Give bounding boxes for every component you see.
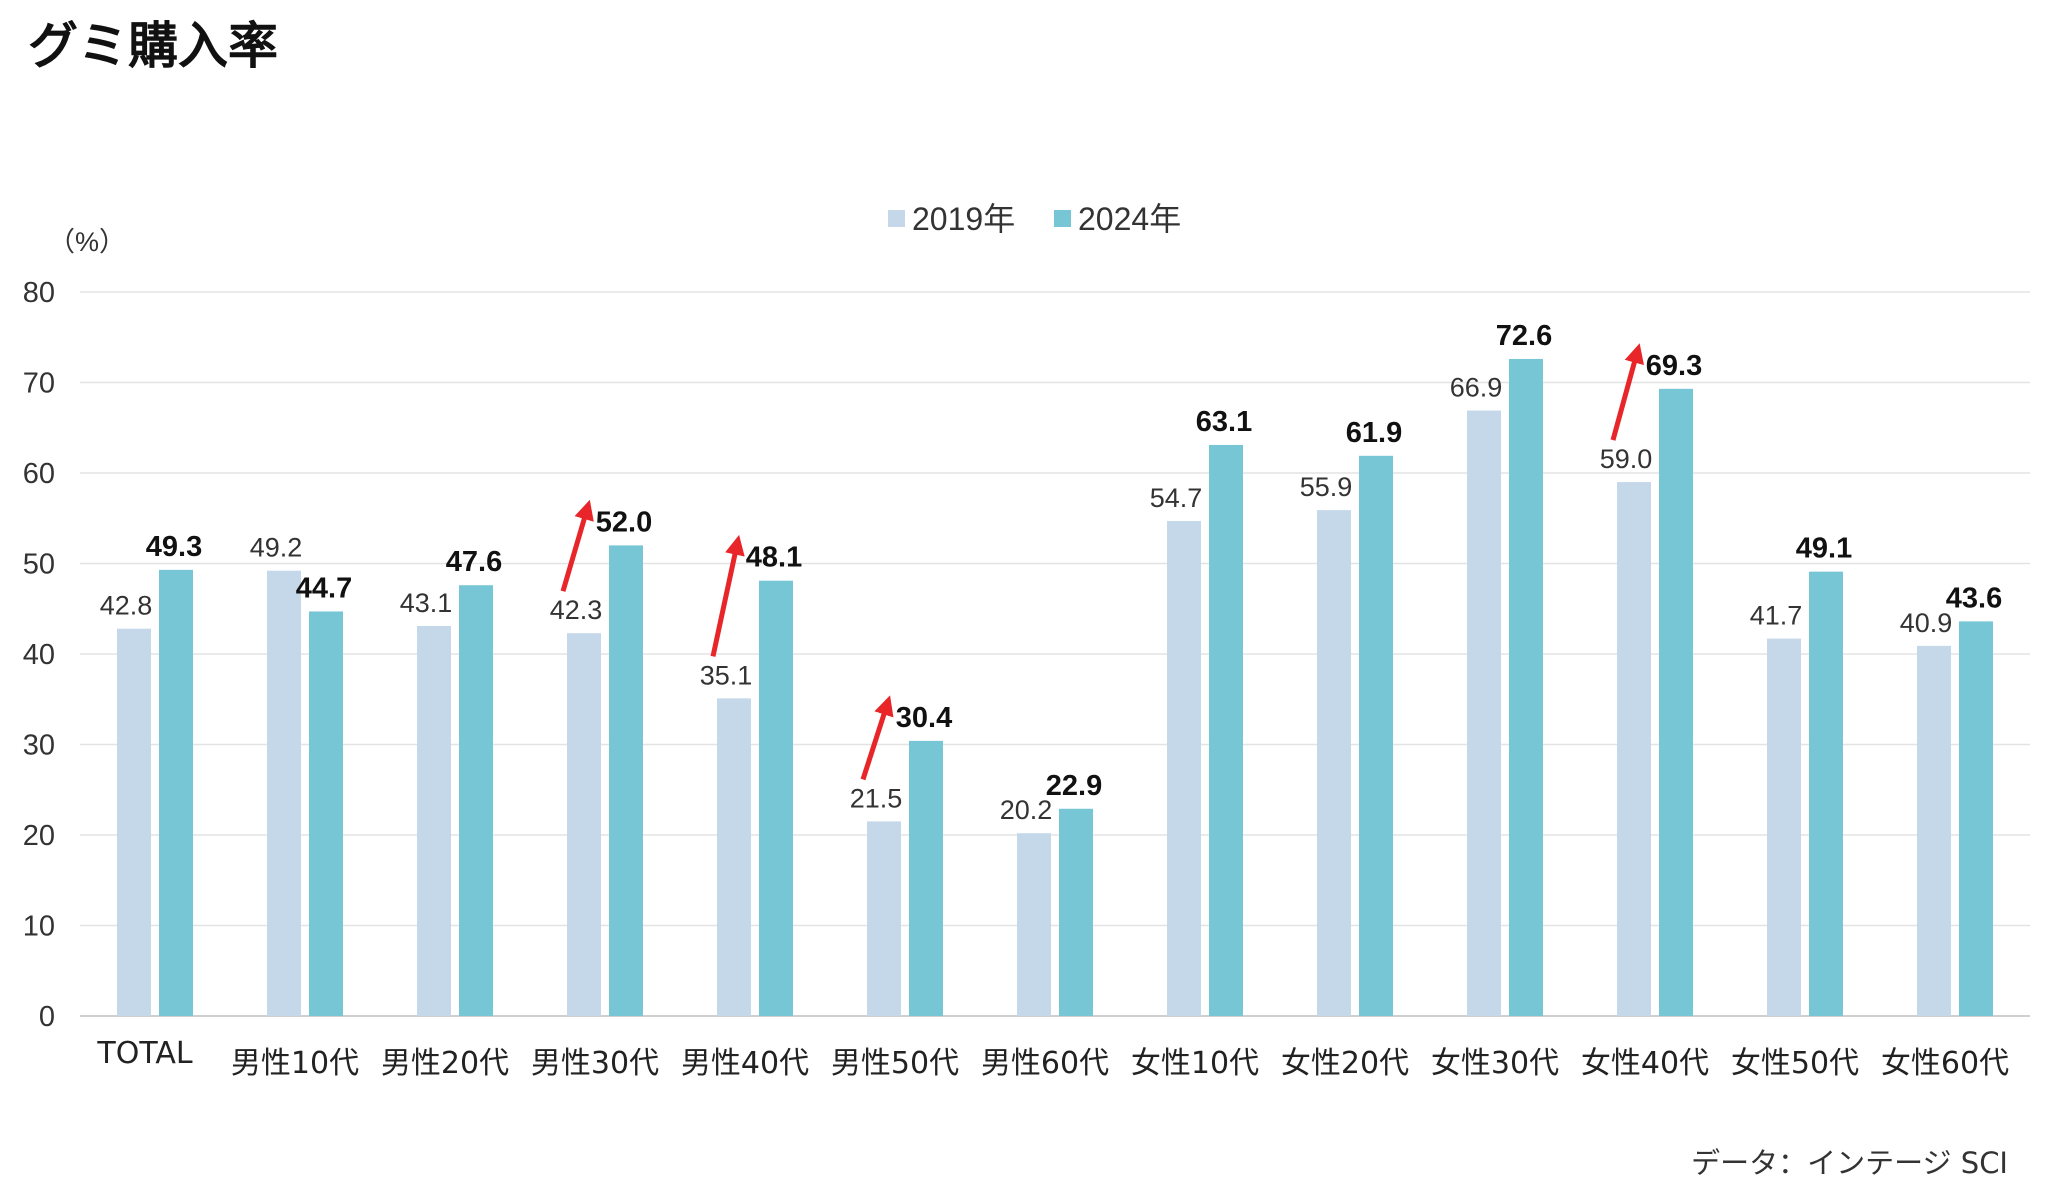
source-note: データ：インテージ SCI — [1691, 1146, 2008, 1180]
data-label: 49.1 — [1796, 533, 1852, 565]
data-label: 48.1 — [746, 542, 802, 574]
x-tick-label: 女性50代 — [1731, 1046, 1859, 1081]
x-tick-label: 男性30代 — [531, 1046, 659, 1081]
bar-2019 — [417, 625, 451, 1016]
x-tick-label: 男性10代 — [231, 1046, 359, 1081]
bar-2024 — [759, 580, 793, 1016]
data-label: 49.3 — [146, 531, 202, 563]
data-label: 43.6 — [1946, 582, 2002, 614]
highlight-arrow — [710, 534, 745, 657]
y-tick-label: 30 — [23, 730, 55, 762]
x-tick-label: 男性60代 — [981, 1046, 1109, 1081]
data-label: 55.9 — [1300, 472, 1353, 502]
y-tick-label: 40 — [23, 639, 55, 671]
bar-2024 — [909, 740, 943, 1016]
bar-2024 — [1209, 444, 1243, 1016]
bar-2019 — [1167, 520, 1201, 1016]
data-label: 49.2 — [250, 533, 303, 563]
bar-2019 — [1917, 645, 1951, 1016]
legend-label: 2019年 — [912, 201, 1015, 237]
data-label: 30.4 — [896, 702, 952, 734]
data-label: 66.9 — [1450, 373, 1503, 403]
highlight-arrow — [860, 695, 894, 781]
data-label: 42.8 — [100, 591, 153, 621]
data-label: 52.0 — [596, 506, 652, 538]
legend-swatch — [1054, 210, 1071, 227]
x-tick-label: 女性60代 — [1881, 1046, 2009, 1081]
data-label: 43.1 — [400, 588, 453, 618]
bar-2024 — [1359, 455, 1393, 1016]
data-label: 41.7 — [1750, 601, 1803, 631]
data-label: 44.7 — [296, 572, 352, 604]
data-label: 20.2 — [1000, 795, 1053, 825]
data-label: 54.7 — [1150, 483, 1203, 513]
y-tick-label: 0 — [39, 1001, 55, 1033]
y-tick-label: 10 — [23, 911, 55, 943]
legend-swatch — [888, 210, 905, 227]
bar-2019 — [567, 633, 601, 1016]
y-tick-label: 50 — [23, 549, 55, 581]
x-tick-label: 女性10代 — [1131, 1046, 1259, 1081]
x-tick-label: 男性50代 — [831, 1046, 959, 1081]
bar-2019 — [1767, 638, 1801, 1016]
legend-label: 2024年 — [1078, 201, 1181, 237]
bar-2024 — [1809, 571, 1843, 1016]
data-label: 61.9 — [1346, 417, 1402, 449]
bar-2019 — [1017, 833, 1051, 1016]
data-label: 63.1 — [1196, 406, 1252, 438]
y-tick-label: 80 — [23, 277, 55, 309]
x-tick-label: 女性40代 — [1581, 1046, 1709, 1081]
y-tick-label: 20 — [23, 820, 55, 852]
bar-2024 — [1659, 388, 1693, 1017]
highlight-arrow — [560, 499, 594, 592]
bar-2024 — [1959, 621, 1993, 1016]
x-tick-label: 女性20代 — [1281, 1046, 1409, 1081]
data-label: 22.9 — [1046, 770, 1102, 802]
data-label: 47.6 — [446, 546, 502, 578]
data-label: 42.3 — [550, 595, 603, 625]
data-label: 59.0 — [1600, 444, 1653, 474]
x-tick-label: 女性30代 — [1431, 1046, 1559, 1081]
data-label: 72.6 — [1496, 320, 1552, 352]
y-tick-label: 60 — [23, 458, 55, 490]
bar-2019 — [1617, 482, 1651, 1016]
bar-2019 — [867, 821, 901, 1016]
bar-2019 — [1317, 510, 1351, 1016]
highlight-arrow — [1610, 343, 1644, 441]
bar-2024 — [609, 545, 643, 1016]
bar-2024 — [1059, 808, 1093, 1016]
bar-2019 — [117, 628, 151, 1016]
chart-title: グミ購入率 — [28, 17, 278, 75]
data-label: 69.3 — [1646, 350, 1702, 382]
bar-2024 — [309, 611, 343, 1016]
bar-2024 — [459, 585, 493, 1016]
y-tick-label: 70 — [23, 368, 55, 400]
bar-2024 — [159, 569, 193, 1016]
x-tick-label: TOTAL — [96, 1036, 192, 1071]
y-unit-label: （%） — [48, 227, 126, 257]
bar-2019 — [267, 570, 301, 1016]
data-label: 35.1 — [700, 660, 753, 690]
bar-2019 — [1467, 410, 1501, 1016]
bar-2019 — [717, 698, 751, 1016]
bar-2024 — [1509, 358, 1543, 1017]
data-label: 40.9 — [1900, 608, 1953, 638]
data-label: 21.5 — [850, 783, 903, 813]
x-tick-label: 男性40代 — [681, 1046, 809, 1081]
x-tick-label: 男性20代 — [381, 1046, 509, 1081]
